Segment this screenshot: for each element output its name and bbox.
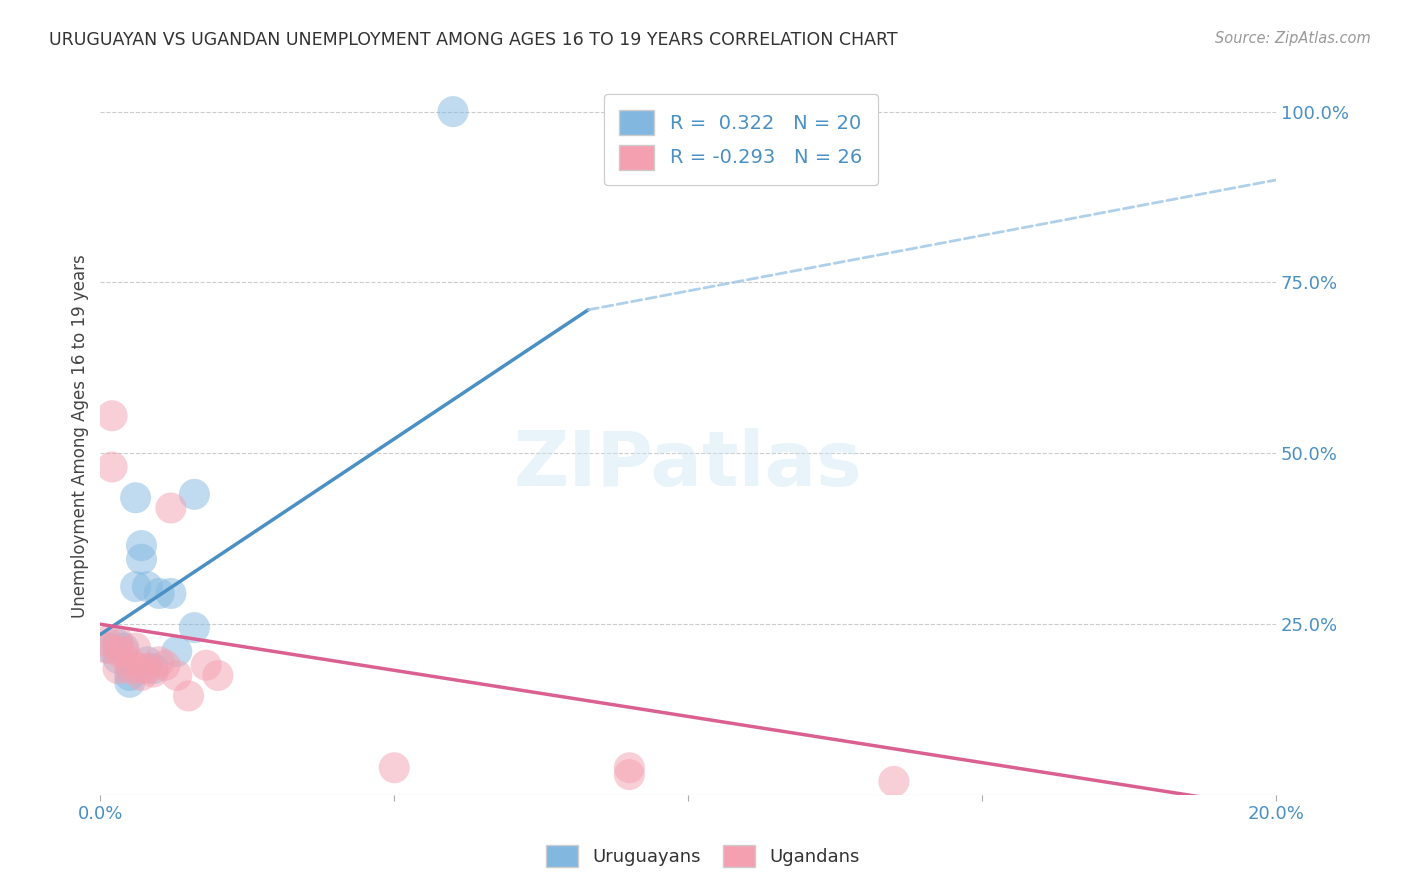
Text: ZIPatlas: ZIPatlas <box>513 428 862 502</box>
Point <box>183 621 205 635</box>
Point <box>131 539 153 553</box>
Legend: R =  0.322   N = 20, R = -0.293   N = 26: R = 0.322 N = 20, R = -0.293 N = 26 <box>603 95 877 186</box>
Point <box>441 104 464 119</box>
Point <box>118 675 141 690</box>
Point <box>112 641 135 656</box>
Point <box>118 668 141 682</box>
Point <box>183 487 205 501</box>
Point <box>142 665 165 679</box>
Point <box>148 655 170 669</box>
Point <box>619 767 641 781</box>
Point <box>166 668 188 682</box>
Point <box>160 501 183 516</box>
Point <box>107 634 129 648</box>
Point <box>101 460 124 475</box>
Point <box>131 668 153 682</box>
Point <box>136 655 159 669</box>
Point <box>101 409 124 423</box>
Point <box>107 638 129 652</box>
Point <box>124 491 146 505</box>
Point <box>177 689 200 703</box>
Point <box>136 580 159 594</box>
Point <box>124 580 146 594</box>
Point <box>118 662 141 676</box>
Point <box>207 668 229 682</box>
Point <box>98 641 121 656</box>
Point <box>118 655 141 669</box>
Text: URUGUAYAN VS UGANDAN UNEMPLOYMENT AMONG AGES 16 TO 19 YEARS CORRELATION CHART: URUGUAYAN VS UGANDAN UNEMPLOYMENT AMONG … <box>49 31 898 49</box>
Point <box>124 641 146 656</box>
Point <box>148 586 170 600</box>
Legend: Uruguayans, Ugandans: Uruguayans, Ugandans <box>538 838 868 874</box>
Point <box>136 662 159 676</box>
Point <box>166 644 188 658</box>
Point <box>619 761 641 775</box>
Point <box>153 658 176 673</box>
Y-axis label: Unemployment Among Ages 16 to 19 years: Unemployment Among Ages 16 to 19 years <box>72 254 89 618</box>
Point <box>630 104 652 119</box>
Point <box>160 586 183 600</box>
Point <box>112 644 135 658</box>
Point <box>107 644 129 658</box>
Point <box>195 658 218 673</box>
Point <box>96 641 118 656</box>
Point <box>142 662 165 676</box>
Point <box>107 651 129 665</box>
Point <box>107 662 129 676</box>
Point <box>96 634 118 648</box>
Point <box>382 761 405 775</box>
Point <box>883 774 905 789</box>
Point <box>131 662 153 676</box>
Text: Source: ZipAtlas.com: Source: ZipAtlas.com <box>1215 31 1371 46</box>
Point <box>131 552 153 566</box>
